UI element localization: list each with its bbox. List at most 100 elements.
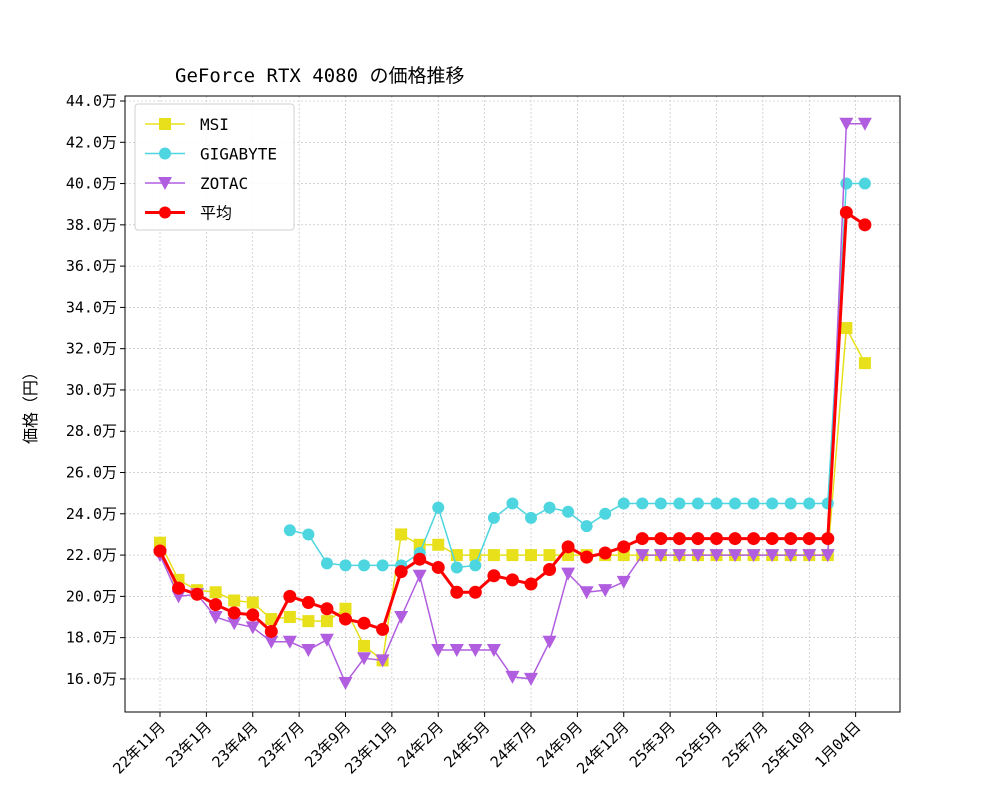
x-tick-label: 24年5月 (440, 718, 493, 771)
series-1 (154, 322, 871, 667)
data-point (505, 573, 519, 587)
legend-label: 平均 (200, 204, 232, 223)
data-point (412, 569, 427, 583)
data-point (765, 532, 779, 546)
legend-marker (158, 177, 172, 190)
data-point (301, 644, 316, 658)
data-point (506, 549, 519, 562)
data-point (562, 505, 575, 518)
data-point (487, 569, 501, 583)
data-point (357, 652, 372, 666)
data-point (821, 532, 835, 546)
data-point (320, 557, 333, 570)
data-point (747, 497, 760, 510)
data-point (542, 635, 557, 649)
data-point (653, 549, 668, 563)
data-point (505, 670, 520, 684)
data-point (524, 672, 538, 686)
legend-marker (159, 206, 171, 219)
data-point (283, 611, 296, 623)
y-tick-label: 34.0万 (66, 298, 117, 316)
data-point (710, 497, 723, 510)
data-point (616, 575, 631, 589)
data-point (598, 584, 613, 598)
y-tick-label: 30.0万 (66, 381, 117, 399)
data-point (820, 549, 835, 563)
y-tick-label: 16.0万 (66, 670, 117, 688)
x-tick-label: 1月04日 (811, 718, 864, 771)
data-point (672, 549, 687, 563)
data-point (265, 613, 278, 626)
data-point (858, 218, 872, 232)
data-point (635, 532, 649, 546)
data-point (339, 559, 352, 572)
data-point (358, 559, 371, 572)
data-point (209, 598, 223, 612)
x-tick-label: 24年2月 (394, 718, 447, 771)
y-tick-label: 42.0万 (66, 133, 117, 151)
data-point (840, 322, 853, 335)
data-point (506, 497, 519, 510)
y-tick-label: 40.0万 (66, 175, 117, 193)
x-tick-label: 23年4月 (208, 718, 261, 771)
data-point (264, 624, 278, 638)
data-point (543, 501, 556, 514)
data-point (227, 606, 241, 620)
data-point (339, 602, 352, 615)
x-tick-label: 24年7月 (487, 718, 540, 771)
data-point (690, 549, 705, 563)
data-point (358, 639, 371, 652)
data-point (709, 549, 724, 563)
data-point (320, 615, 333, 628)
data-point (449, 644, 464, 658)
y-tick-label: 24.0万 (66, 505, 117, 523)
legend-marker (159, 118, 171, 130)
legend-label: MSI (200, 115, 229, 134)
data-point (486, 644, 501, 658)
data-point (802, 532, 816, 546)
data-point (432, 538, 445, 551)
data-point (580, 520, 593, 533)
chart-title: GeForce RTX 4080 の価格推移 (175, 65, 464, 87)
data-point (375, 654, 390, 668)
x-tick-label: 25年3月 (626, 718, 679, 771)
data-point (766, 497, 779, 510)
data-point (691, 497, 704, 510)
data-point (635, 549, 650, 563)
data-point (746, 549, 761, 563)
data-point (432, 501, 445, 514)
y-tick-label: 38.0万 (66, 216, 117, 234)
data-point (209, 586, 222, 599)
y-tick-label: 26.0万 (66, 464, 117, 482)
data-point (319, 633, 334, 647)
series-4 (153, 205, 872, 638)
data-point (431, 644, 446, 658)
data-point (228, 594, 241, 607)
data-point (487, 511, 500, 524)
data-point (413, 538, 426, 551)
data-point (487, 549, 500, 562)
series-line (159, 325, 866, 662)
data-point (468, 644, 483, 658)
x-tick-label: 23年1月 (162, 718, 215, 771)
data-point (858, 177, 871, 190)
data-point (283, 524, 296, 537)
data-point (338, 677, 353, 691)
data-point (376, 622, 390, 636)
y-tick-label: 36.0万 (66, 257, 117, 275)
data-point (245, 621, 260, 635)
data-point (617, 497, 630, 510)
y-tick-label: 28.0万 (66, 422, 117, 440)
data-point (840, 177, 853, 190)
legend-label: GIGABYTE (200, 145, 277, 164)
data-point (691, 532, 705, 546)
data-point (580, 550, 594, 564)
data-point (282, 635, 297, 649)
data-point (171, 590, 186, 604)
data-point (469, 559, 482, 572)
y-tick-label: 18.0万 (66, 629, 117, 647)
y-tick-label: 44.0万 (66, 92, 117, 110)
data-point (395, 528, 408, 541)
x-tick-label: 22年11月 (109, 718, 168, 777)
